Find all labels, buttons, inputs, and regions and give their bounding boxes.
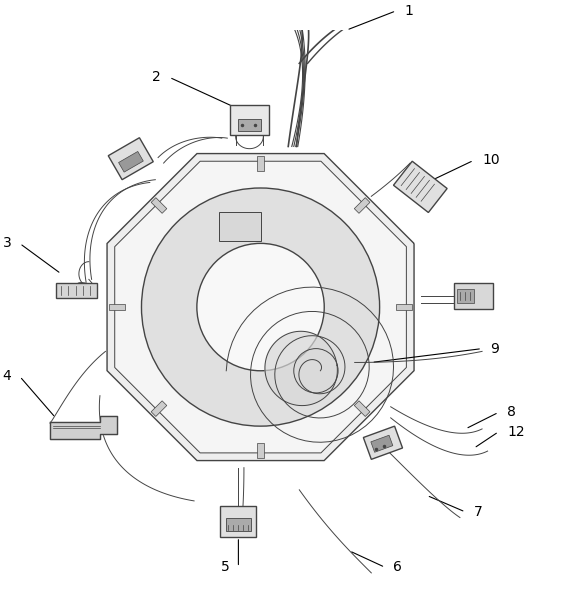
Polygon shape — [114, 161, 406, 453]
Polygon shape — [265, 331, 337, 406]
FancyBboxPatch shape — [238, 119, 260, 131]
Text: 7: 7 — [474, 505, 482, 519]
Text: 12: 12 — [507, 424, 525, 438]
Text: 8: 8 — [507, 406, 516, 419]
Polygon shape — [118, 152, 143, 172]
Polygon shape — [108, 138, 153, 180]
FancyBboxPatch shape — [457, 289, 474, 303]
FancyBboxPatch shape — [230, 105, 269, 135]
Polygon shape — [151, 198, 167, 213]
FancyBboxPatch shape — [220, 507, 256, 537]
Text: 4: 4 — [3, 369, 11, 383]
Polygon shape — [397, 304, 412, 311]
Polygon shape — [364, 426, 403, 459]
Polygon shape — [151, 401, 167, 417]
Polygon shape — [50, 415, 117, 439]
Text: 3: 3 — [3, 236, 11, 250]
Polygon shape — [371, 435, 393, 452]
Text: 6: 6 — [393, 560, 402, 574]
FancyBboxPatch shape — [454, 283, 493, 309]
FancyBboxPatch shape — [56, 283, 97, 298]
Polygon shape — [257, 156, 264, 171]
Text: 9: 9 — [490, 342, 499, 356]
Polygon shape — [393, 161, 447, 213]
Polygon shape — [355, 401, 370, 417]
FancyBboxPatch shape — [226, 518, 251, 532]
Text: 5: 5 — [222, 560, 230, 574]
Text: 2: 2 — [152, 70, 161, 84]
Text: 1: 1 — [404, 4, 413, 18]
Circle shape — [197, 244, 324, 371]
Polygon shape — [109, 304, 125, 311]
Polygon shape — [355, 198, 370, 213]
Text: 10: 10 — [482, 153, 500, 167]
Circle shape — [141, 188, 380, 426]
Polygon shape — [257, 443, 264, 459]
FancyBboxPatch shape — [219, 212, 260, 241]
Polygon shape — [107, 153, 414, 460]
